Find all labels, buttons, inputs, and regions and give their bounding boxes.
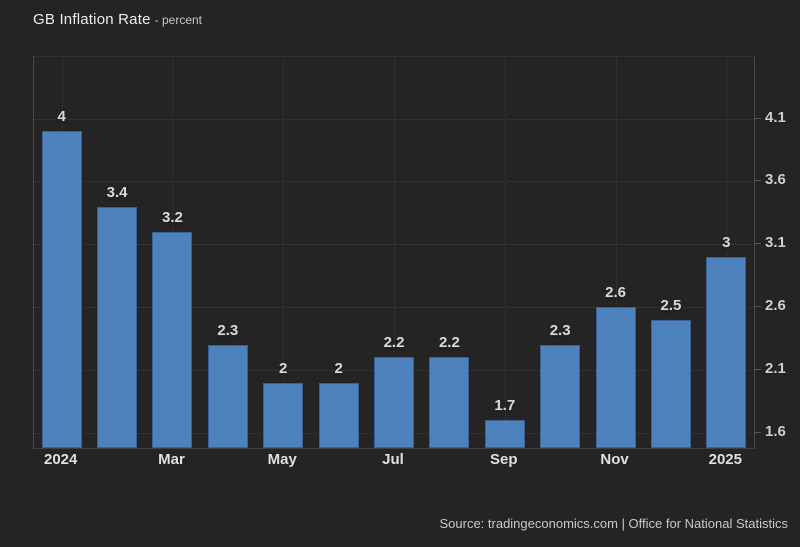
y-tick-label: 3.6 [765,171,786,189]
bar[interactable] [207,344,248,448]
x-tick-label: Sep [490,451,518,468]
grid-line-vertical [726,57,728,448]
y-tick-label: 2.1 [765,360,786,378]
y-axis-tick [754,306,761,308]
bar[interactable] [595,307,636,448]
chart-header: GB Inflation Rate - percent [33,11,202,29]
bar-value-label: 4 [57,108,66,126]
y-axis-tick [754,431,761,433]
bar-value-label: 2.3 [549,321,571,339]
bar[interactable] [706,256,747,448]
x-tick-label: Jul [382,451,404,468]
y-tick-label: 1.6 [765,422,786,440]
plot-area: 4 3.4 3.2 2.3 2 2 2.2 2.2 1.7 2.3 2.6 2.5 3 [33,56,755,449]
y-axis-tick [754,369,761,371]
x-tick-label: Mar [158,451,185,468]
bar[interactable] [263,382,304,448]
y-tick-label: 2.6 [765,297,786,315]
bar-value-label: 3 [722,233,731,251]
bar[interactable] [429,357,470,448]
bar-value-label: 2.6 [605,284,626,302]
grid-line-vertical [394,57,395,448]
bar[interactable] [318,382,359,448]
y-axis-tick [754,243,761,245]
x-axis: 2024 Mar May Jul Sep Nov 2025 [33,451,753,473]
bar-value-label: 2 [334,359,343,377]
y-axis-tick [754,180,761,182]
source-credit: Source: tradingeconomics.com | Office fo… [439,516,788,531]
bar-value-label: 2.3 [217,321,239,339]
bar-value-label: 1.7 [494,397,516,415]
x-tick-label: May [267,451,297,468]
y-tick-label: 4.1 [765,108,786,126]
x-tick-label: 2025 [708,451,742,468]
bar-value-label: 2.2 [438,334,460,352]
bar[interactable] [152,231,193,448]
x-tick-label: 2024 [44,451,78,468]
bar[interactable] [97,206,138,448]
bar-value-label: 3.2 [162,208,183,226]
y-axis-tick [754,117,761,119]
bar-value-label: 3.4 [106,183,128,201]
grid-line-vertical [283,57,285,448]
bar[interactable] [650,319,691,448]
bar[interactable] [374,357,414,448]
bar-value-label: 2.5 [660,296,682,314]
bar[interactable] [484,420,525,448]
y-tick-label: 3.1 [765,234,786,252]
x-tick-label: Nov [600,451,629,468]
bar[interactable] [41,131,82,448]
bar-value-label: 2 [279,359,288,377]
grid-line-vertical [504,57,506,448]
bar-value-label: 2.2 [383,334,405,352]
chart-subtitle: - percent [154,13,202,27]
grid-line-vertical [615,57,617,448]
chart-title: GB Inflation Rate [33,11,151,28]
bar[interactable] [540,344,581,448]
y-axis: 4.1 3.6 3.1 2.6 2.1 1.6 [754,56,800,447]
